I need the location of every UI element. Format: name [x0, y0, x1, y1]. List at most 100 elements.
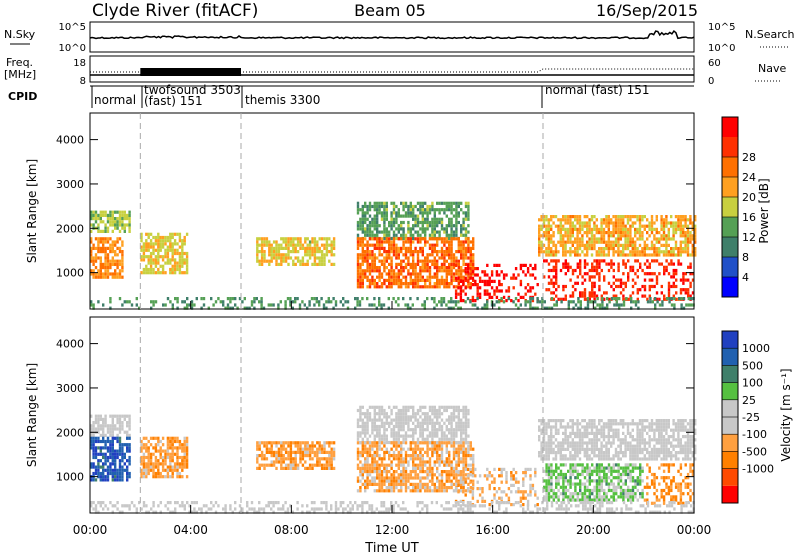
echo-cell — [397, 482, 400, 486]
echo-cell — [483, 283, 487, 287]
echo-cell — [265, 237, 269, 241]
echo-cell — [433, 450, 436, 454]
echo-cell — [466, 267, 470, 271]
echo-cell — [383, 454, 386, 458]
echo-cell — [464, 286, 467, 290]
echo-cell — [118, 272, 122, 276]
echo-cell — [686, 243, 690, 247]
echo-cell — [392, 208, 396, 212]
echo-cell — [674, 247, 678, 251]
echo-cell — [173, 462, 177, 466]
echo-cell — [542, 231, 546, 235]
echo-cell — [457, 490, 460, 494]
echo-cell — [566, 250, 570, 254]
echo-cell — [500, 289, 503, 293]
echo-cell — [550, 218, 553, 222]
echo-cell — [356, 300, 359, 304]
echo-cell — [631, 221, 634, 225]
echo-cell — [390, 418, 393, 422]
echo-cell — [670, 297, 674, 301]
echo-cell — [421, 211, 424, 215]
echo-cell — [181, 462, 184, 466]
echo-cell — [464, 276, 467, 280]
echo-cell — [464, 204, 468, 209]
echo-cell — [493, 496, 496, 500]
echo-cell — [460, 408, 463, 413]
echo-cell — [116, 253, 119, 257]
echo-cell — [457, 473, 460, 477]
echo-cell — [178, 443, 182, 447]
echo-cell — [490, 286, 494, 290]
echo-cell — [593, 268, 596, 273]
echo-cell — [414, 250, 417, 254]
echo-cell — [667, 237, 670, 241]
echo-cell — [373, 220, 376, 225]
echo-cell — [421, 262, 424, 266]
echo-cell — [395, 447, 398, 451]
echo-cell — [378, 211, 381, 215]
echo-cell — [364, 428, 367, 432]
echo-cell — [667, 243, 670, 247]
echo-cell — [584, 306, 587, 310]
echo-cell — [166, 452, 170, 456]
echo-cell — [634, 247, 637, 251]
echo-cell — [404, 233, 408, 237]
echo-cell — [600, 231, 603, 235]
echo-cell — [564, 218, 567, 222]
echo-cell — [104, 213, 107, 217]
echo-cell — [469, 250, 472, 254]
echo-cell — [641, 268, 644, 273]
echo-cell — [554, 419, 558, 423]
echo-cell — [390, 285, 393, 289]
echo-cell — [672, 227, 675, 231]
echo-cell — [118, 478, 122, 482]
echo-cell — [330, 454, 333, 458]
echo-cell — [157, 255, 160, 259]
echo-cell — [145, 239, 148, 243]
echo-cell — [571, 291, 575, 295]
echo-cell — [445, 470, 448, 474]
echo-cell — [109, 465, 112, 469]
echo-cell — [181, 264, 184, 268]
echo-cell — [161, 475, 165, 479]
echo-cell — [457, 444, 460, 448]
echo-cell — [400, 227, 403, 231]
echo-cell — [540, 431, 543, 435]
echo-cell — [412, 486, 415, 490]
echo-cell — [538, 454, 541, 458]
echo-cell — [493, 493, 496, 497]
echo-cell — [128, 433, 131, 437]
echo-cell — [375, 306, 378, 310]
y-tick-label: 3000 — [56, 178, 84, 191]
echo-cell — [547, 253, 550, 257]
echo-cell — [424, 412, 427, 416]
echo-cell — [114, 475, 117, 479]
echo-cell — [579, 262, 582, 266]
echo-cell — [626, 247, 630, 251]
echo-cell — [464, 424, 468, 429]
echo-cell — [590, 247, 594, 251]
echo-cell — [154, 436, 158, 440]
echo-cell — [569, 431, 572, 435]
echo-cell — [118, 439, 122, 444]
echo-cell — [292, 460, 295, 464]
echo-cell — [472, 454, 475, 458]
echo-cell — [376, 214, 379, 218]
echo-cell — [507, 286, 511, 290]
echo-cell — [426, 476, 429, 480]
echo-cell — [448, 457, 451, 461]
echo-cell — [263, 237, 266, 241]
echo-cell — [402, 240, 405, 244]
echo-cell — [373, 463, 376, 467]
y-tick-label: 2000 — [56, 222, 84, 235]
echo-cell — [392, 454, 396, 458]
echo-cell — [378, 424, 381, 429]
echo-cell — [624, 237, 627, 241]
echo-cell — [443, 421, 446, 425]
echo-cell — [472, 240, 475, 244]
echo-cell — [626, 218, 630, 222]
echo-cell — [318, 259, 321, 263]
echo-cell — [564, 428, 567, 432]
echo-cell — [538, 250, 541, 254]
echo-cell — [431, 476, 434, 480]
